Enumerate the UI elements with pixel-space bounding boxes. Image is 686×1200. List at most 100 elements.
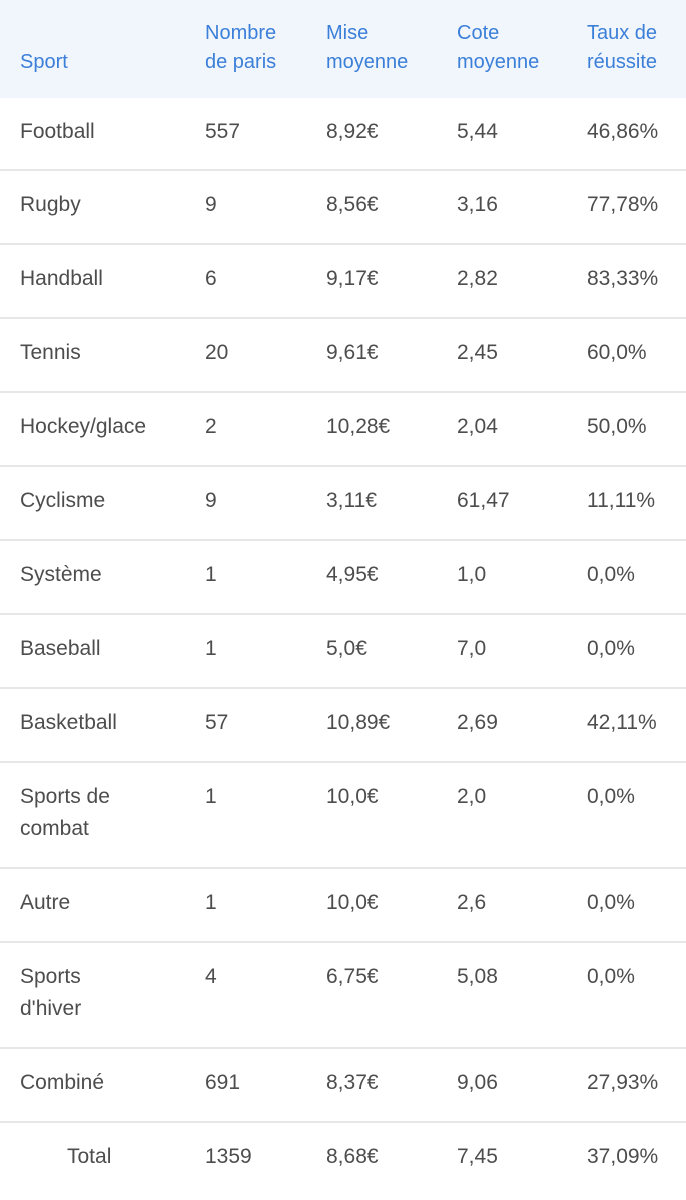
cell-rate: 0,0% — [587, 539, 686, 614]
cell-rate: 0,0% — [587, 761, 686, 868]
column-header-label: moyenne — [457, 51, 540, 73]
total-odds: 7,45 — [457, 1121, 587, 1196]
cell-stake: 6,75€ — [326, 941, 457, 1048]
cell-stake: 10,0€ — [326, 761, 457, 868]
total-label: Total — [0, 1121, 205, 1196]
cell-bets: 691 — [205, 1047, 326, 1122]
cell-odds: 9,06 — [457, 1047, 587, 1122]
cell-sport: Sports de combat — [0, 761, 205, 868]
cell-rate: 42,11% — [587, 687, 686, 762]
column-header-odds[interactable]: Cote moyenne — [457, 0, 587, 98]
total-bets: 1359 — [205, 1121, 326, 1196]
column-header-label: moyenne — [326, 51, 409, 73]
column-header-label: Cote — [457, 22, 500, 44]
cell-odds: 2,04 — [457, 391, 587, 466]
cell-sport: Rugby — [0, 169, 205, 244]
table-row: Football 557 8,92€ 5,44 46,86% — [0, 98, 686, 170]
cell-stake: 4,95€ — [326, 539, 457, 614]
column-header-label: Mise — [326, 22, 369, 44]
column-header-label: Taux de — [587, 22, 658, 44]
total-row: Total 1359 8,68€ 7,45 37,09% — [0, 1121, 686, 1196]
cell-odds: 5,44 — [457, 120, 498, 143]
total-stake: 8,68€ — [326, 1121, 457, 1196]
cell-rate: 83,33% — [587, 243, 686, 318]
header-row: Sport Nombre de paris Mise moyenne Cote moy… — [0, 0, 686, 98]
cell-odds: 2,69 — [457, 687, 587, 762]
cell-sport: Basketball — [0, 687, 205, 762]
cell-bets: 1 — [205, 613, 326, 688]
table-row: Basketball 57 10,89€ 2,69 42,11% — [0, 687, 686, 762]
cell-stake: 5,0€ — [326, 613, 457, 688]
table-row: Tennis 20 9,61€ 2,45 60,0% — [0, 317, 686, 392]
column-header-sport[interactable]: Sport — [0, 0, 205, 98]
cell-rate: 77,78% — [587, 169, 686, 244]
cell-odds: 2,45 — [457, 317, 587, 392]
column-header-stake[interactable]: Mise moyenne — [326, 0, 457, 98]
table-row: Baseball 1 5,0€ 7,0 0,0% — [0, 613, 686, 688]
table-row: Système 1 4,95€ 1,0 0,0% — [0, 539, 686, 614]
cell-sport: Autre — [0, 867, 205, 942]
cell-sport-line: d'hiver — [20, 997, 82, 1020]
table-header: Sport Nombre de paris Mise moyenne Cote moy… — [0, 0, 686, 98]
table-row: Combiné 691 8,37€ 9,06 27,93% — [0, 1047, 686, 1122]
cell-rate: 46,86% — [587, 120, 659, 143]
cell-bets: 1 — [205, 539, 326, 614]
cell-bets: 1 — [205, 867, 326, 942]
column-header-rate[interactable]: Taux de réussite — [587, 0, 686, 98]
cell-bets: 2 — [205, 391, 326, 466]
cell-stake: 3,11€ — [326, 465, 457, 540]
table-row: Rugby 9 8,56€ 3,16 77,78% — [0, 169, 686, 244]
cell-rate: 0,0% — [587, 867, 686, 942]
cell-rate: 60,0% — [587, 317, 686, 392]
table-row: Hockey/glace 2 10,28€ 2,04 50,0% — [0, 391, 686, 466]
cell-bets: 20 — [205, 317, 326, 392]
cell-odds: 2,82 — [457, 243, 587, 318]
cell-sport: Cyclisme — [0, 465, 205, 540]
cell-sport: Handball — [0, 243, 205, 318]
cell-stake: 8,92€ — [326, 120, 379, 143]
cell-odds: 2,6 — [457, 867, 587, 942]
total-rate: 37,09% — [587, 1121, 686, 1196]
cell-stake: 10,89€ — [326, 687, 457, 762]
cell-rate: 0,0% — [587, 613, 686, 688]
cell-odds: 3,16 — [457, 169, 587, 244]
column-header-bets[interactable]: Nombre de paris — [205, 0, 326, 98]
cell-stake: 10,0€ — [326, 867, 457, 942]
cell-stake: 8,56€ — [326, 169, 457, 244]
cell-stake: 9,17€ — [326, 243, 457, 318]
cell-sport: Hockey/glace — [0, 391, 205, 466]
column-header-label: Nombre — [205, 22, 277, 44]
cell-odds: 61,47 — [457, 465, 587, 540]
table-row: Sports d'hiver 4 6,75€ 5,08 0,0% — [0, 941, 686, 1048]
cell-bets: 9 — [205, 169, 326, 244]
cell-sport-line: combat — [20, 817, 89, 840]
cell-stake: 9,61€ — [326, 317, 457, 392]
table-row: Sports de combat 1 10,0€ 2,0 0,0% — [0, 761, 686, 868]
table-row: Handball 6 9,17€ 2,82 83,33% — [0, 243, 686, 318]
cell-sport-line: Sports — [20, 965, 81, 988]
cell-sport: Système — [0, 539, 205, 614]
cell-odds: 2,0 — [457, 761, 587, 868]
cell-sport: Sports d'hiver — [0, 941, 205, 1048]
cell-sport-line: Sports de — [20, 785, 110, 808]
column-header-label: Sport — [20, 51, 68, 73]
cell-sport: Football — [20, 120, 95, 143]
table-row: Autre 1 10,0€ 2,6 0,0% — [0, 867, 686, 942]
cell-sport: Tennis — [0, 317, 205, 392]
cell-odds: 1,0 — [457, 539, 587, 614]
cell-rate: 50,0% — [587, 391, 686, 466]
cell-rate: 11,11% — [587, 465, 686, 540]
cell-rate: 27,93% — [587, 1047, 686, 1122]
column-header-label: réussite — [587, 51, 658, 73]
cell-stake: 8,37€ — [326, 1047, 457, 1122]
cell-bets: 9 — [205, 465, 326, 540]
cell-bets: 57 — [205, 687, 326, 762]
column-header-label: de paris — [205, 51, 277, 73]
cell-bets: 6 — [205, 243, 326, 318]
cell-odds: 7,0 — [457, 613, 587, 688]
cell-stake: 10,28€ — [326, 391, 457, 466]
cell-bets: 4 — [205, 941, 326, 1048]
cell-bets: 557 — [205, 120, 241, 143]
table-body: Football 557 8,92€ 5,44 46,86% Rugby 9 8… — [0, 98, 686, 1196]
